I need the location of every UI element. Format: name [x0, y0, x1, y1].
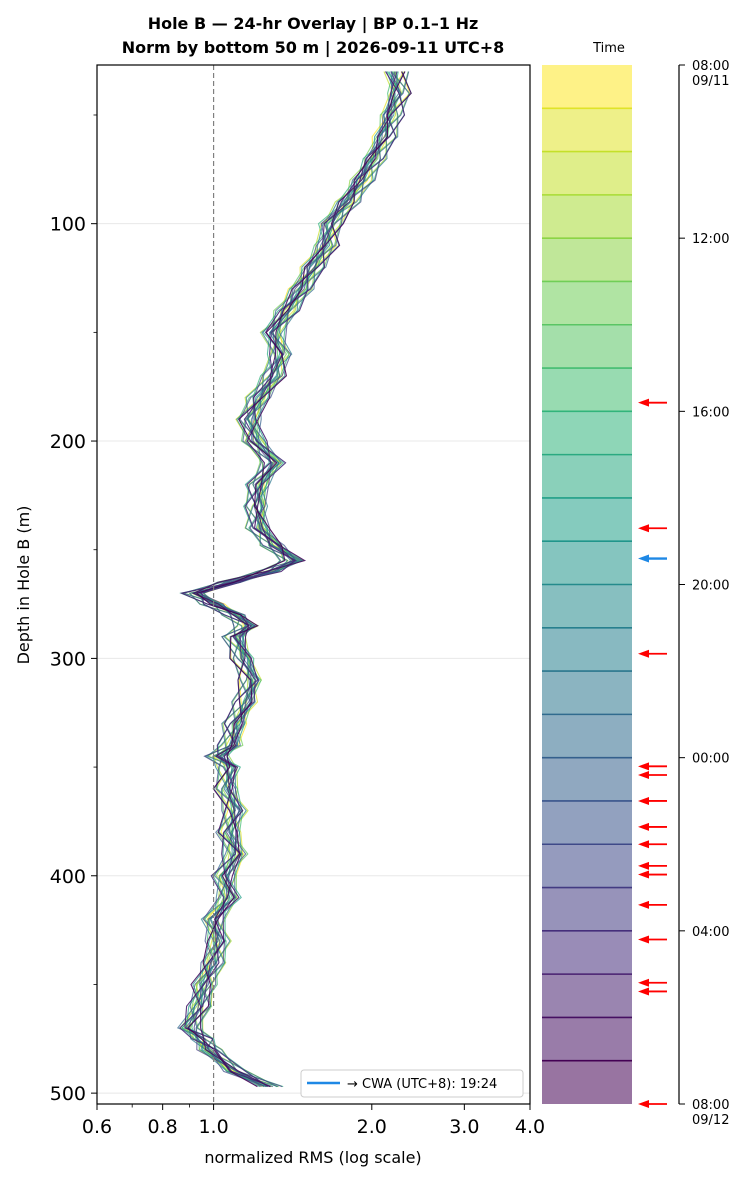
chart-title-line-2: Norm by bottom 50 m | 2026-09-11 UTC+8 — [122, 38, 505, 58]
y-tick-label-1: 200 — [50, 431, 86, 453]
trace-hour-23 — [187, 71, 406, 1088]
colorbar-band-13 — [542, 627, 632, 672]
colorbar-band-2 — [542, 151, 632, 195]
event-arrow-14-head — [638, 1100, 649, 1108]
colorbar-band-18 — [542, 844, 632, 888]
colorbar-band-1 — [542, 108, 632, 152]
colorbar-band-11 — [542, 541, 632, 585]
colorbar-band-5 — [542, 281, 632, 325]
colorbar-tick-label-1: 12:00 — [692, 232, 729, 247]
chart-title-line-1: Hole B — 24-hr Overlay | BP 0.1–1 Hz — [148, 14, 479, 34]
colorbar-band-0 — [542, 65, 632, 109]
colorbar-band-4 — [542, 238, 632, 282]
trace-hour-19 — [193, 71, 402, 1088]
event-arrow-12-head — [638, 978, 649, 987]
colorbar-band-15 — [542, 714, 632, 758]
colorbar-tick-label-5: 04:00 — [692, 925, 729, 940]
x-tick-label-1: 0.8 — [148, 1116, 178, 1138]
grid-lines — [97, 223, 530, 1094]
legend-label: → CWA (UTC+8): 19:24 — [347, 1077, 497, 1092]
colorbar-tick-label-6: 08:00 — [692, 1098, 729, 1113]
colorbar-band-19 — [542, 887, 632, 931]
trace-hour-21 — [179, 71, 406, 1088]
colorbar-tick-date-6: 09/12 — [692, 1113, 729, 1128]
colorbar-tick-label-4: 00:00 — [692, 752, 729, 767]
colorbar-band-3 — [542, 194, 632, 239]
colorbar-tick-label-2: 16:00 — [692, 405, 729, 420]
x-tick-label-4: 3.0 — [449, 1116, 479, 1138]
y-tick-label-4: 500 — [50, 1083, 86, 1105]
colorbar — [542, 65, 632, 1104]
x-tick-label-2: 1.0 — [198, 1116, 228, 1138]
colorbar-title: Time — [592, 41, 625, 56]
plot-frame — [96, 64, 531, 1105]
event-arrow-7-head — [638, 840, 649, 849]
colorbar-band-20 — [542, 930, 632, 975]
colorbar-band-10 — [542, 497, 632, 542]
colorbar-band-23 — [542, 1060, 632, 1104]
event-arrow-1-head — [638, 524, 649, 533]
colorbar-band-14 — [542, 671, 632, 715]
event-arrow-6-head — [638, 822, 649, 831]
event-arrow-13-head — [638, 987, 649, 996]
colorbar-band-22 — [542, 1017, 632, 1061]
y-axis-ticks: 100 200 300 400 500 — [50, 114, 97, 1105]
y-tick-label-2: 300 — [50, 648, 86, 670]
trace-hour-16 — [181, 71, 411, 1088]
colorbar-band-9 — [542, 454, 632, 498]
y-axis-label: Depth in Hole B (m) — [14, 506, 33, 665]
event-arrow-2-head — [638, 649, 649, 658]
x-tick-label-3: 2.0 — [357, 1116, 387, 1138]
event-arrow-3-head — [638, 762, 649, 771]
colorbar-band-8 — [542, 411, 632, 455]
colorbar-tick-label-0: 08:00 — [692, 59, 729, 74]
event-arrow-4-head — [638, 770, 649, 779]
event-arrow-0-head — [638, 398, 649, 407]
colorbar-band-7 — [542, 368, 632, 412]
colorbar-tick-label-3: 20:00 — [692, 579, 729, 594]
colorbar-band-6 — [542, 324, 632, 369]
depth-traces — [176, 71, 412, 1088]
x-tick-label-0: 0.6 — [82, 1116, 112, 1138]
colorbar-band-17 — [542, 800, 632, 845]
event-arrow-11-head — [638, 935, 649, 944]
x-tick-label-5: 4.0 — [515, 1116, 545, 1138]
colorbar-tick-date-0: 09/11 — [692, 74, 729, 89]
colorbar-axis: 08:0009/1112:0016:0020:0000:0004:0008:00… — [678, 59, 729, 1128]
legend-box — [300, 1069, 524, 1098]
event-arrows — [638, 398, 667, 1108]
y-tick-label-0: 100 — [50, 214, 86, 236]
marker-arrow-head — [638, 554, 649, 563]
event-arrow-5-head — [638, 796, 649, 805]
event-arrow-9-head — [638, 870, 649, 879]
event-arrow-8-head — [638, 861, 649, 870]
colorbar-band-21 — [542, 974, 632, 1018]
x-axis-label: normalized RMS (log scale) — [204, 1148, 421, 1167]
colorbar-band-12 — [542, 584, 632, 628]
x-axis-ticks: 0.6 0.8 1.0 2.0 3.0 4.0 — [82, 1104, 545, 1138]
trace-hour-14 — [188, 71, 400, 1088]
event-arrow-10-head — [638, 900, 649, 909]
colorbar-band-16 — [542, 757, 632, 801]
legend: → CWA (UTC+8): 19:24 — [300, 1069, 524, 1098]
y-tick-label-3: 400 — [50, 866, 86, 888]
